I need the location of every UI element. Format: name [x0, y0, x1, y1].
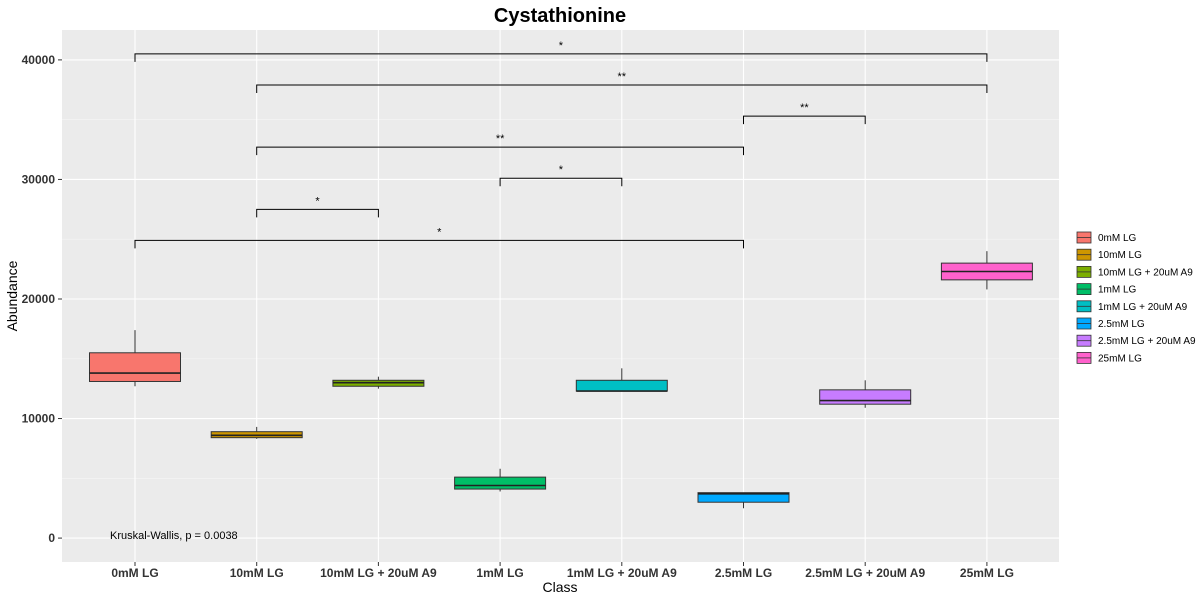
x-tick-label: 0mM LG: [111, 566, 158, 580]
x-tick-label: 2.5mM LG: [715, 566, 772, 580]
x-tick-label: 25mM LG: [960, 566, 1014, 580]
significance-label: *: [559, 40, 564, 52]
legend-label: 1mM LG: [1098, 285, 1137, 296]
kruskal-wallis-annotation: Kruskal-Wallis, p = 0.0038: [110, 530, 238, 542]
box-plot: [332, 376, 425, 389]
y-tick-label: 40000: [22, 53, 56, 67]
legend-label: 2.5mM LG + 20uM A9: [1098, 336, 1196, 347]
bracket-line: [743, 115, 866, 125]
significance-label: **: [800, 102, 809, 114]
legend-item: 0mM LG: [1076, 231, 1137, 244]
significance-bracket: *: [134, 40, 988, 62]
bracket-line: [134, 239, 744, 249]
plot-panel: [62, 30, 1059, 562]
box: [697, 492, 790, 503]
significance-bracket: **: [256, 133, 744, 156]
x-tick-label: 1mM LG + 20uM A9: [567, 566, 677, 580]
box-plots: [89, 251, 1033, 509]
box-plot: [697, 492, 790, 509]
box: [819, 389, 912, 405]
bracket-line: [256, 208, 379, 218]
box: [454, 476, 547, 490]
legend-item: 1mM LG + 20uM A9: [1076, 300, 1188, 313]
significance-label: **: [618, 71, 627, 83]
bracket-line: [256, 146, 744, 156]
legend-label: 2.5mM LG: [1098, 319, 1145, 330]
y-tick-label: 20000: [22, 292, 56, 306]
box-plot: [819, 380, 912, 408]
bracket-line: [499, 177, 623, 187]
significance-brackets: **********: [134, 40, 988, 249]
legend-item: 2.5mM LG: [1076, 317, 1145, 330]
legend-item: 10mM LG + 20uM A9: [1076, 265, 1193, 278]
legend-item: 2.5mM LG + 20uM A9: [1076, 334, 1196, 347]
significance-label: *: [437, 226, 442, 238]
box-plot: [940, 251, 1033, 290]
legend-label: 10mM LG + 20uM A9: [1098, 267, 1193, 278]
legend-label: 1mM LG + 20uM A9: [1098, 302, 1188, 313]
box-plot: [89, 330, 181, 387]
y-tick-label: 0: [48, 531, 55, 545]
x-axis: 0mM LG 10mM LG 10mM LG + 20uM A9 1mM LG 1mM …: [111, 562, 1014, 580]
legend-item: 1mM LG: [1076, 283, 1137, 296]
legend: 0mM LG 10mM LG 10mM LG + 20uM A9 1mM LG 1mM …: [1076, 231, 1196, 364]
x-tick-label: 1mM LG: [476, 566, 523, 580]
legend-label: 10mM LG: [1098, 250, 1142, 261]
significance-bracket: *: [256, 195, 379, 218]
chart-title: Cystathionine: [494, 5, 626, 27]
bracket-line: [134, 53, 988, 62]
box-plot: [210, 426, 303, 439]
significance-bracket: **: [743, 102, 866, 125]
box-plot: [454, 468, 547, 492]
significance-label: *: [559, 164, 564, 176]
legend-item: 10mM LG: [1076, 248, 1142, 261]
significance-label: *: [315, 195, 320, 207]
significance-bracket: *: [134, 226, 744, 249]
box: [89, 352, 181, 382]
box-plot: [575, 368, 668, 392]
legend-item: 25mM LG: [1076, 351, 1142, 364]
y-tick-label: 10000: [22, 412, 56, 426]
box: [575, 379, 668, 392]
y-axis: 0 10000 20000 30000 40000: [22, 53, 62, 545]
x-tick-label: 10mM LG: [230, 566, 284, 580]
x-tick-label: 2.5mM LG + 20uM A9: [805, 566, 925, 580]
legend-label: 25mM LG: [1098, 353, 1142, 364]
significance-bracket: *: [499, 164, 623, 187]
y-tick-label: 30000: [22, 172, 56, 186]
bracket-line: [256, 84, 988, 93]
significance-bracket: **: [256, 71, 988, 93]
significance-label: **: [496, 133, 505, 145]
x-axis-title: Class: [542, 579, 577, 595]
y-axis-title: Abundance: [4, 260, 20, 331]
legend-label: 0mM LG: [1098, 233, 1137, 244]
x-tick-label: 10mM LG + 20uM A9: [320, 566, 437, 580]
